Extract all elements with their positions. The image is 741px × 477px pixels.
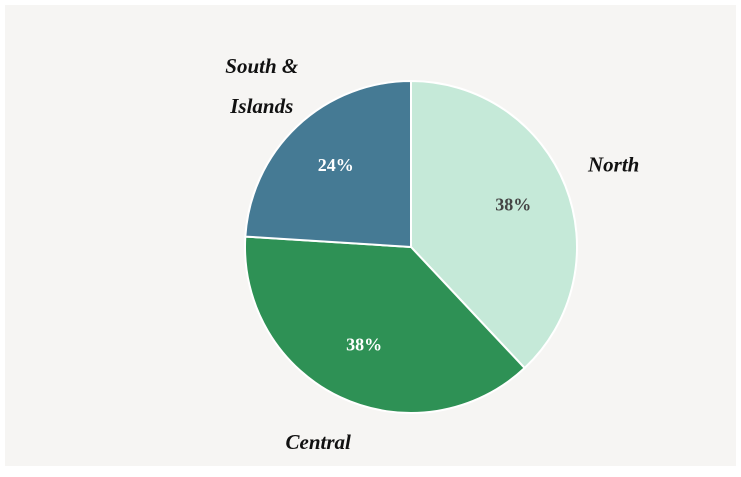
pie-slice [244,235,527,414]
slice-value-label: 24% [318,155,354,175]
slice-value-label: 38% [495,195,531,215]
category-label: Central [286,430,352,454]
category-label: North [587,153,639,177]
pie-slice [244,79,412,249]
pie-slice [410,79,578,370]
category-label: South & Islands [225,54,299,118]
slice-value-label: 38% [346,335,382,355]
